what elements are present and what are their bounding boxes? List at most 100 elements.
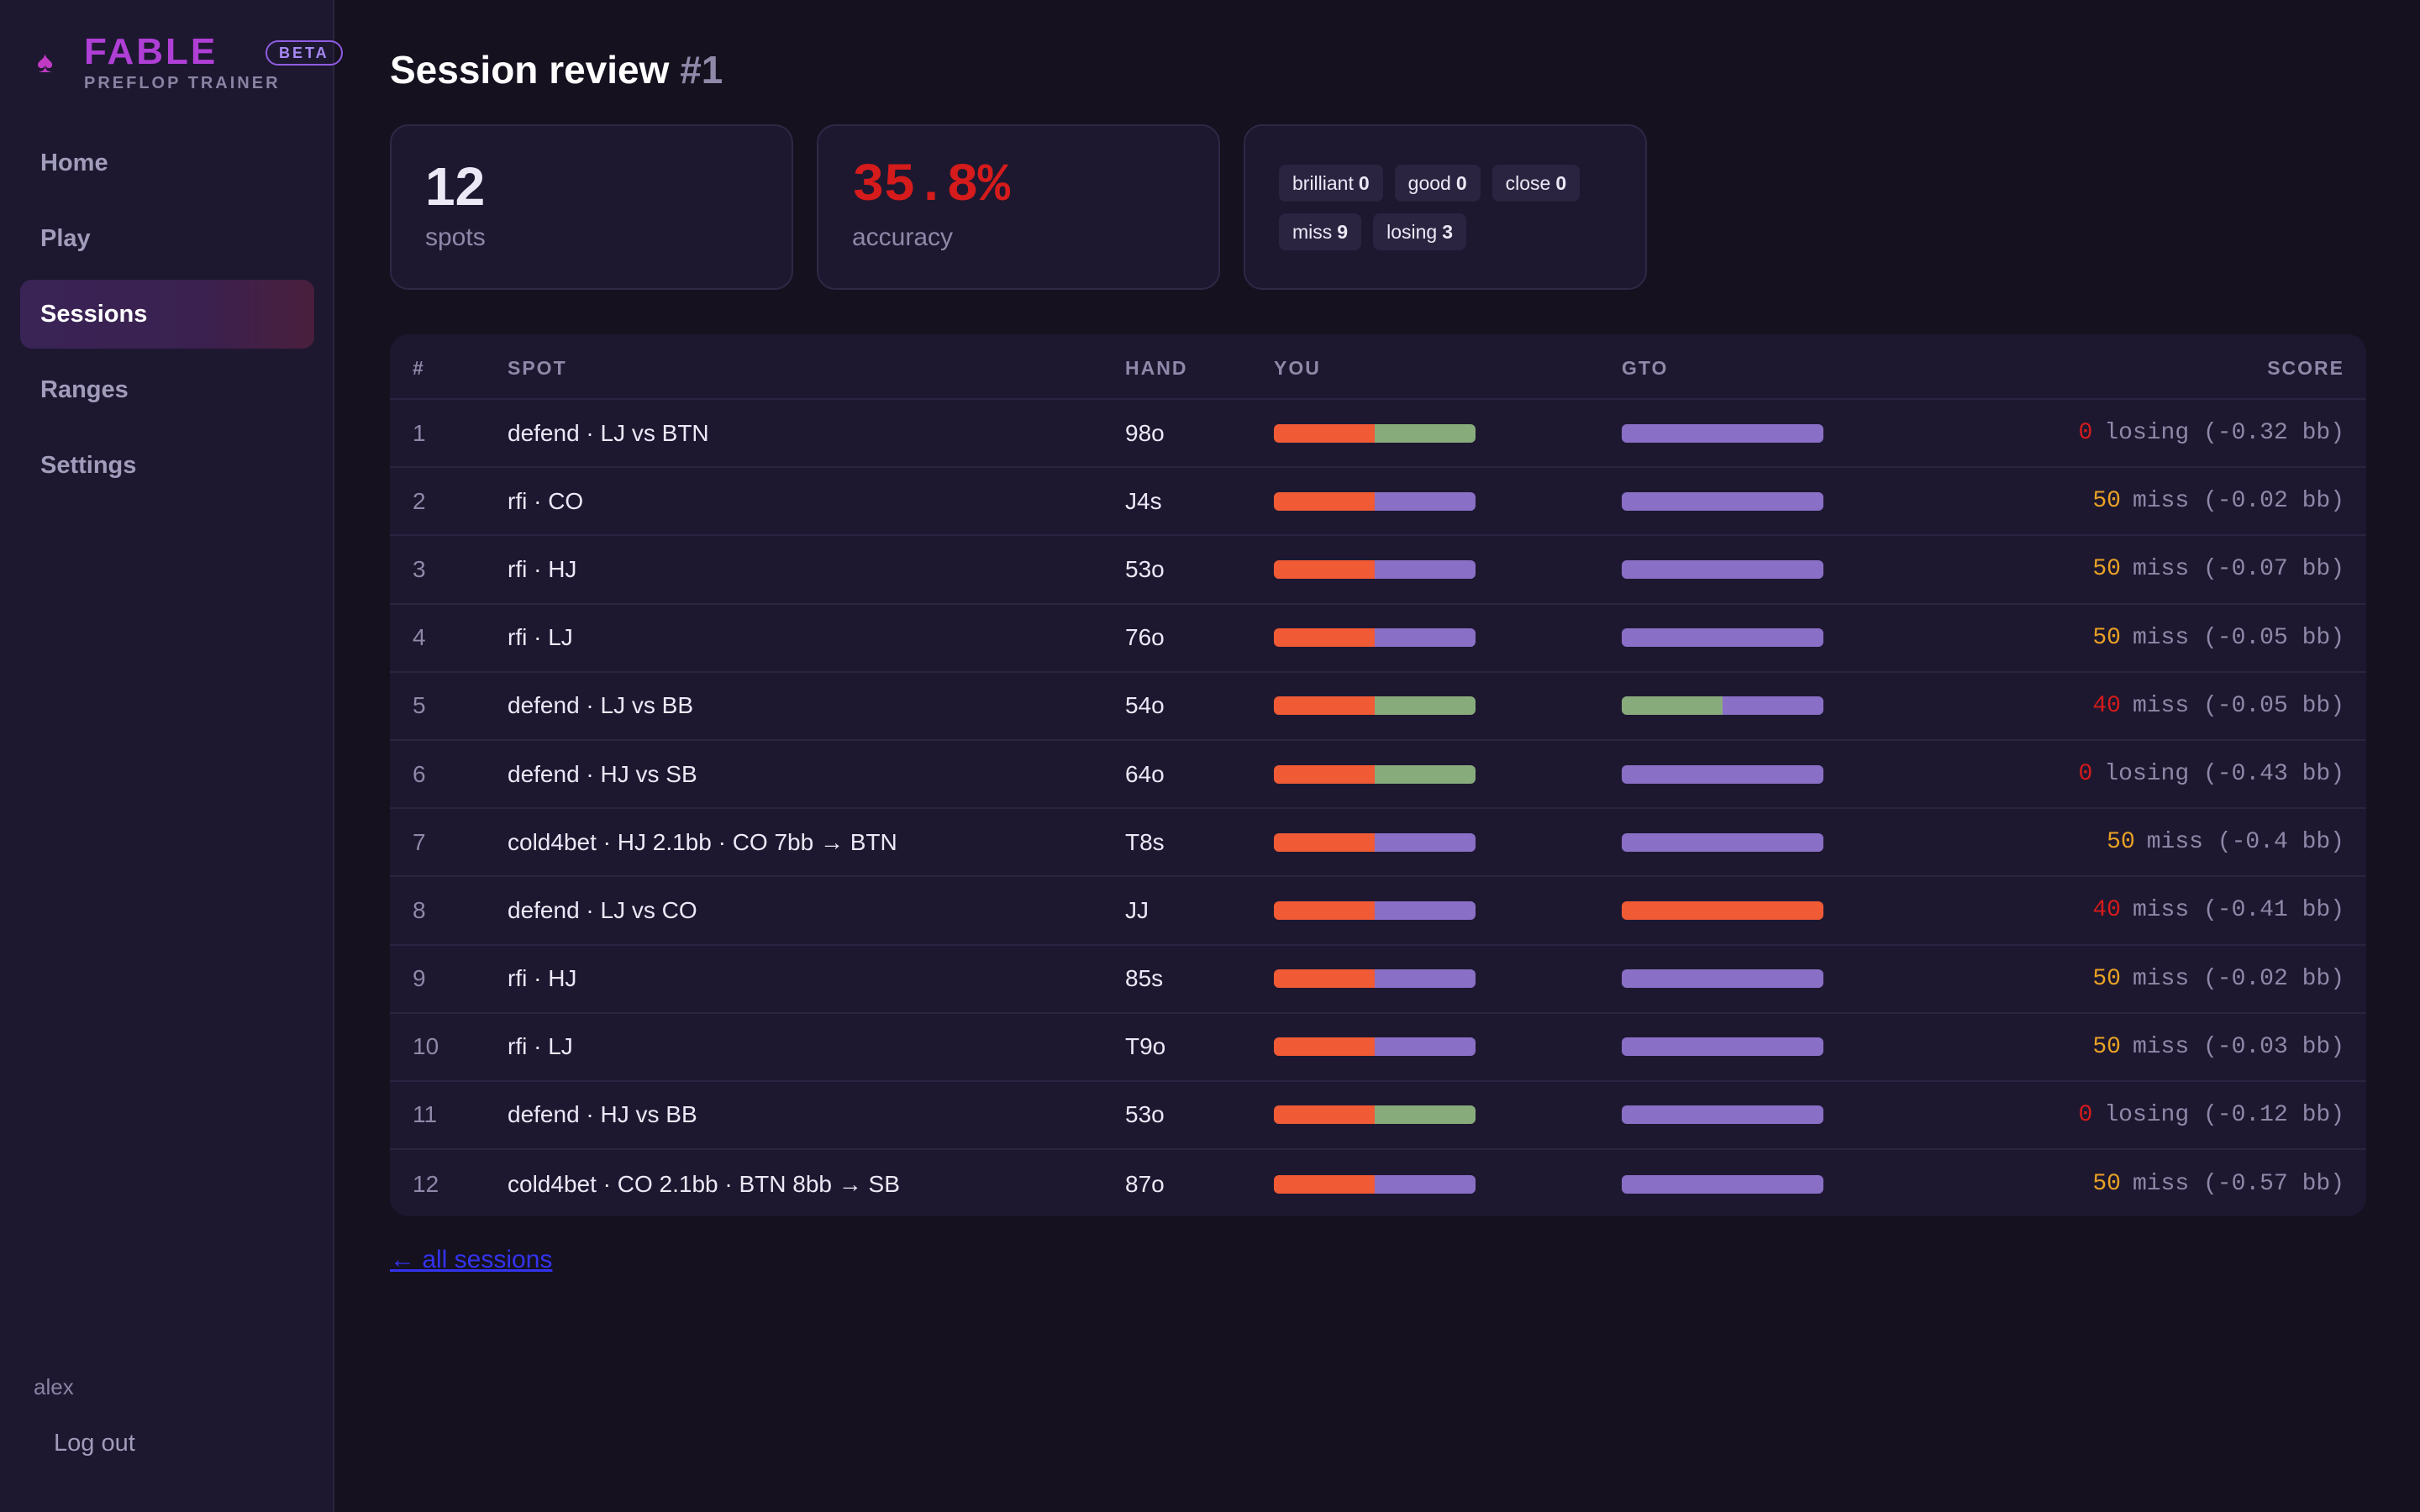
gto-action-bar	[1622, 1150, 1823, 1216]
table-row[interactable]: 9 rfi · HJ 85s 50 miss (-0.02 bb)	[390, 946, 2366, 1014]
row-spot: rfi · LJ	[508, 624, 573, 651]
accuracy-value: 35.8%	[852, 156, 1010, 217]
bar-segment	[1274, 1037, 1375, 1057]
nav-item-sessions[interactable]: Sessions	[20, 280, 314, 349]
gto-bar	[1622, 423, 1823, 443]
bar-segment	[1622, 628, 1823, 648]
table-row[interactable]: 2 rfi · CO J4s 50 miss (-0.02 bb)	[390, 468, 2366, 537]
beta-badge: BETA	[266, 40, 343, 66]
row-hand: 53o	[1125, 1101, 1165, 1128]
table-row[interactable]: 8 defend · LJ vs CO JJ 40 miss (-0.41 bb)	[390, 877, 2366, 946]
row-spot: defend · LJ vs BB	[508, 692, 694, 719]
table-row[interactable]: 3 rfi · HJ 53o 50 miss (-0.07 bb)	[390, 536, 2366, 605]
bar-segment	[1622, 696, 1723, 716]
score-value: 40	[2092, 897, 2121, 924]
grade-chips: brilliant 0 good 0 close 0 miss 9 losing 3	[1279, 165, 1632, 250]
accuracy-card: 35.8% accuracy	[817, 124, 1220, 290]
bar-segment	[1375, 969, 1476, 989]
you-action-bar	[1274, 1082, 1476, 1148]
session-number: #1	[680, 48, 723, 92]
table-row[interactable]: 5 defend · LJ vs BB 54o 40 miss (-0.05 bb)	[390, 673, 2366, 741]
you-action-bar	[1274, 605, 1476, 671]
spots-card: 12 spots	[390, 124, 793, 290]
nav-item-play[interactable]: Play	[40, 224, 91, 252]
score-value: 40	[2092, 692, 2121, 719]
brand-subtitle: PREFLOP TRAINER	[84, 74, 281, 92]
table-row[interactable]: 1 defend · LJ vs BTN 98o 0 losing (-0.32 bb)	[390, 400, 2366, 469]
row-score: 50 miss (-0.02 bb)	[2092, 468, 2344, 534]
table-row[interactable]: 7 cold4bet · HJ 2.1bb · CO 7bb → BTN T8s 50…	[390, 809, 2366, 878]
gto-action-bar	[1622, 809, 1823, 875]
header-you: YOU	[1274, 357, 1321, 379]
bar-segment	[1274, 423, 1375, 443]
nav-item-settings[interactable]: Settings	[40, 451, 137, 479]
gto-bar	[1622, 559, 1823, 579]
table-row[interactable]: 4 rfi · LJ 76o 50 miss (-0.05 bb)	[390, 605, 2366, 673]
header-score: SCORE	[2267, 357, 2344, 379]
bar-segment	[1274, 696, 1375, 716]
spade-icon: ♠	[37, 45, 54, 79]
row-number: 12	[413, 1170, 439, 1197]
chip-label: brilliant	[1292, 171, 1354, 194]
row-hand: 76o	[1125, 624, 1165, 651]
row-score: 50 miss (-0.57 bb)	[2092, 1150, 2344, 1216]
row-number: 8	[413, 896, 426, 923]
score-verdict: miss (-0.41 bb)	[2132, 897, 2344, 924]
you-bar	[1274, 1105, 1476, 1125]
logout-button[interactable]: Log out	[54, 1430, 135, 1457]
gto-bar	[1622, 1174, 1823, 1194]
table-row[interactable]: 12 cold4bet · CO 2.1bb · BTN 8bb → SB 87o 5…	[390, 1150, 2366, 1216]
table-row[interactable]: 11 defend · HJ vs BB 53o 0 losing (-0.12 bb)	[390, 1082, 2366, 1151]
you-action-bar	[1274, 1014, 1476, 1080]
score-value: 0	[2078, 420, 2093, 447]
nav-item-home[interactable]: Home	[40, 149, 108, 176]
gto-bar	[1622, 900, 1823, 920]
row-score: 50 miss (-0.03 bb)	[2092, 1014, 2344, 1080]
row-number: 2	[413, 487, 426, 514]
score-verdict: miss (-0.4 bb)	[2146, 829, 2344, 856]
bar-segment	[1622, 1174, 1823, 1194]
row-hand: T9o	[1125, 1033, 1166, 1060]
row-spot: defend · HJ vs SB	[508, 760, 697, 787]
you-action-bar	[1274, 741, 1476, 807]
bar-segment	[1622, 900, 1823, 920]
chip-count: 9	[1337, 220, 1349, 243]
gto-bar	[1622, 832, 1823, 852]
score-verdict: losing (-0.12 bb)	[2104, 1101, 2344, 1128]
chip-label: good	[1407, 171, 1451, 194]
chip-miss: miss 9	[1279, 213, 1362, 250]
bar-segment	[1274, 1174, 1375, 1194]
table-row[interactable]: 10 rfi · LJ T9o 50 miss (-0.03 bb)	[390, 1014, 2366, 1082]
gto-action-bar	[1622, 468, 1823, 534]
brand[interactable]: ♠ FABLE BETA PREFLOP TRAINER	[37, 31, 343, 92]
all-sessions-link[interactable]: ← all sessions	[390, 1246, 553, 1273]
score-value: 50	[2092, 556, 2121, 583]
score-verdict: miss (-0.02 bb)	[2132, 488, 2344, 515]
row-number: 5	[413, 692, 426, 719]
you-bar	[1274, 1174, 1476, 1194]
row-number: 4	[413, 624, 426, 651]
row-hand: J4s	[1125, 487, 1162, 514]
spots-label: spots	[425, 223, 486, 251]
gto-bar	[1622, 1105, 1823, 1125]
you-bar	[1274, 491, 1476, 511]
row-score: 50 miss (-0.02 bb)	[2092, 946, 2344, 1012]
nav-item-ranges[interactable]: Ranges	[40, 375, 129, 403]
header-num: #	[413, 357, 425, 379]
bar-segment	[1723, 696, 1823, 716]
row-number: 11	[413, 1101, 438, 1128]
score-value: 50	[2092, 624, 2121, 651]
gto-action-bar	[1622, 1082, 1823, 1148]
gto-action-bar	[1622, 673, 1823, 739]
row-number: 7	[413, 828, 426, 855]
bar-segment	[1274, 559, 1375, 579]
bar-segment	[1375, 628, 1476, 648]
you-bar	[1274, 628, 1476, 648]
gto-action-bar	[1622, 877, 1823, 943]
gto-bar	[1622, 628, 1823, 648]
chip-count: 0	[1358, 171, 1370, 194]
row-score: 0 losing (-0.43 bb)	[2079, 741, 2344, 807]
header-gto: GTO	[1622, 357, 1669, 379]
chip-label: close	[1505, 171, 1551, 194]
table-row[interactable]: 6 defend · HJ vs SB 64o 0 losing (-0.43 bb)	[390, 741, 2366, 810]
